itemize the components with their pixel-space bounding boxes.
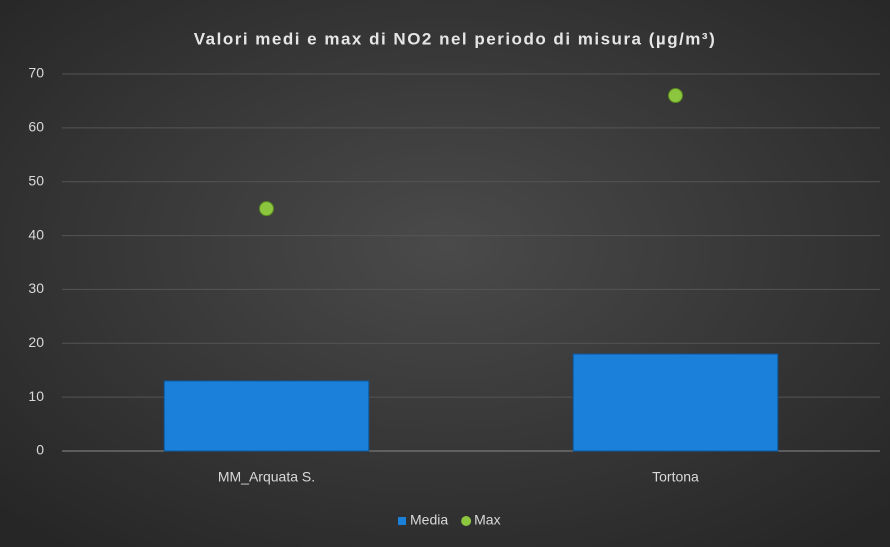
bar [163,380,370,452]
marker [259,201,274,217]
legend-swatch [461,516,472,526]
y-tick-label: 50 [28,172,44,188]
legend-label: Media [410,512,448,528]
y-tick-label: 60 [28,119,44,135]
y-tick-label: 20 [28,334,44,350]
x-tick-label: Tortona [652,469,699,485]
y-tick-label: 0 [36,442,44,458]
legend-swatch [398,517,406,525]
y-tick-label: 70 [28,65,44,81]
x-tick-label: MM_Arquata S. [218,469,315,485]
chart-title: Valori medi e max di NO2 nel periodo di … [194,29,717,48]
y-tick-label: 10 [28,388,44,404]
marker [668,88,683,104]
y-tick-label: 40 [28,226,44,242]
legend-label: Max [474,512,500,528]
bar [572,353,779,452]
y-tick-label: 30 [28,280,44,296]
